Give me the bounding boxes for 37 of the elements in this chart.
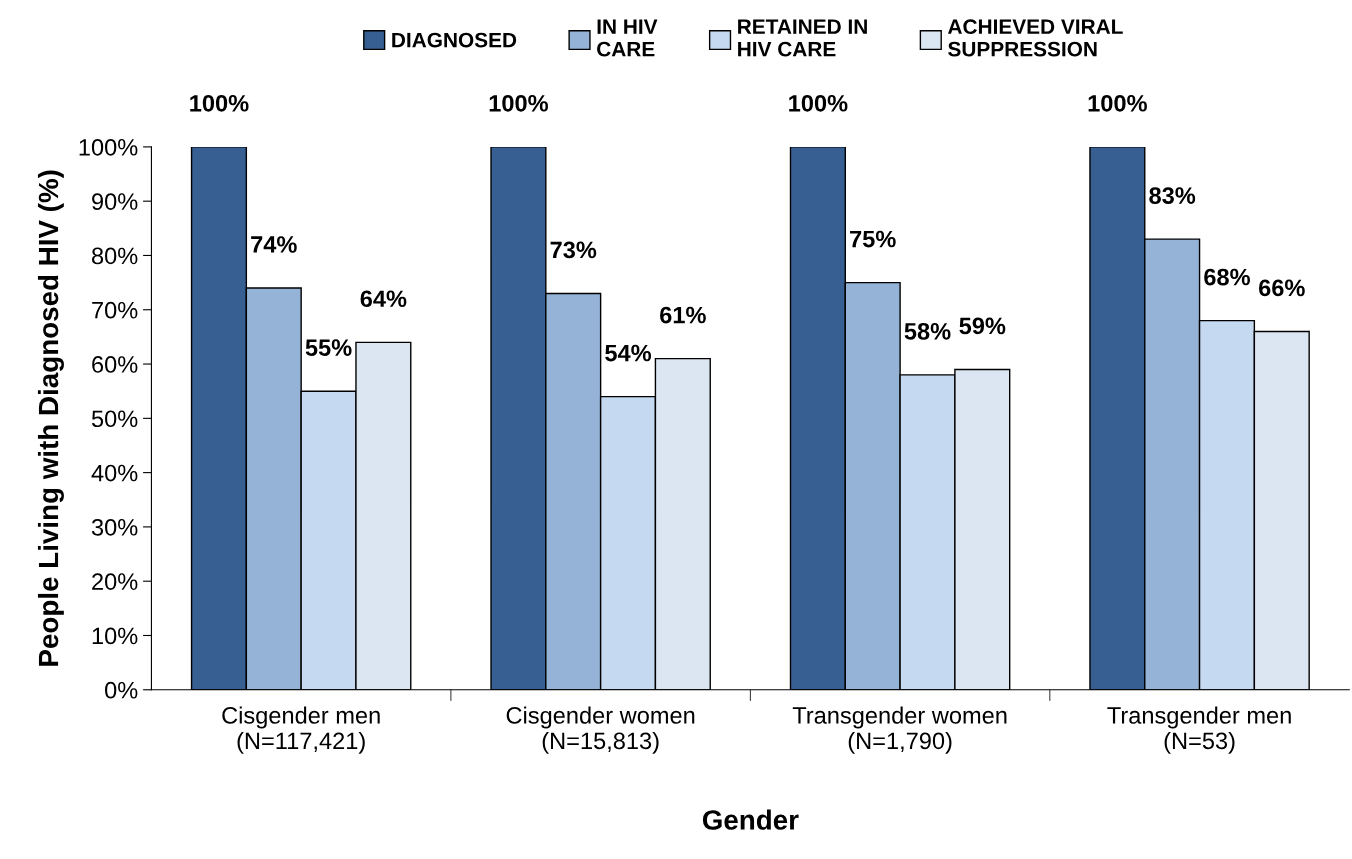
y-tick-label: 0% (105, 681, 138, 699)
y-tick-label: 40% (91, 464, 138, 482)
data-label: 66% (1259, 279, 1305, 297)
y-tick-label: 90% (92, 193, 138, 210)
data-label: 73% (550, 241, 597, 259)
data-label: 68% (1204, 268, 1250, 286)
y-tick-label: 10% (92, 627, 138, 645)
data-label: 100% (1088, 94, 1147, 112)
y-tick-label: 30% (91, 518, 138, 536)
data-label: 61% (660, 306, 706, 324)
data-label: 58% (904, 322, 951, 340)
y-tick-label: 50% (91, 410, 138, 428)
legend-label: IN HIV CARE (597, 19, 658, 57)
data-label: 54% (605, 344, 652, 362)
y-axis-title: People Living with Diagnosed HIV (%) (37, 170, 64, 666)
data-label: 83% (1149, 187, 1196, 204)
data-label: 75% (850, 230, 896, 248)
legend-label: ACHIEVED VIRAL SUPPRESSION (947, 19, 1123, 57)
y-tick-label: 100% (79, 138, 138, 156)
legend-label: RETAINED IN HIV CARE (738, 19, 867, 57)
y-tick-label: 70% (92, 301, 138, 319)
x-tick-label: Transgender men (N=53) (1107, 706, 1291, 754)
data-label: 55% (305, 339, 352, 356)
data-label: 100% (789, 94, 848, 112)
x-tick-label: Cisgender men (N=117,421) (222, 706, 380, 754)
x-axis-title: Gender (702, 809, 799, 830)
data-label: 59% (959, 317, 1006, 335)
x-tick-label: Transgender women (N=1,790) (792, 706, 1007, 754)
data-label: 74% (251, 236, 297, 253)
y-tick-label: 60% (92, 356, 138, 373)
y-tick-label: 20% (92, 573, 138, 590)
y-tick-label: 80% (92, 247, 138, 265)
data-label: 64% (360, 290, 407, 308)
data-label: 100% (489, 94, 548, 112)
legend-label: DIAGNOSED (392, 32, 517, 48)
x-tick-label: Cisgender women (N=15,813) (506, 706, 695, 754)
data-label: 100% (190, 94, 249, 112)
